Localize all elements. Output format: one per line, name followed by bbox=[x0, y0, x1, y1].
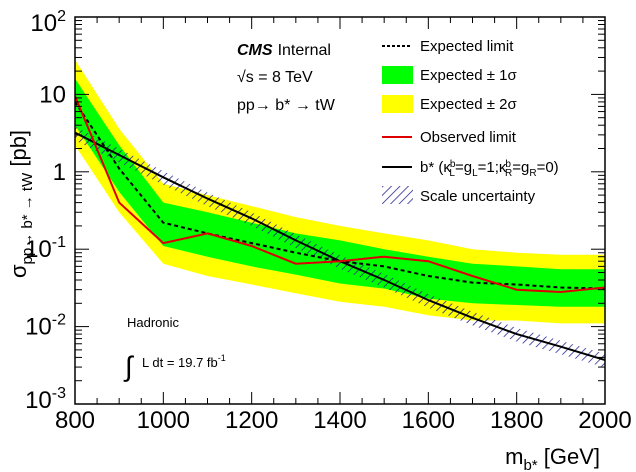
x-tick-label: 1400 bbox=[313, 407, 366, 434]
legend-2sigma-label: Expected ± 2σ bbox=[420, 96, 517, 113]
legend: Expected limit Expected ± 1σ Expected ± … bbox=[382, 38, 559, 205]
process-label: pp→ b* → tW bbox=[237, 97, 336, 114]
legend-2sigma-swatch bbox=[382, 95, 413, 113]
y-tick-label: 102 bbox=[30, 8, 66, 37]
observed-limit-line bbox=[75, 95, 605, 294]
x-tick-label: 1000 bbox=[137, 407, 190, 434]
x-tick-label: 1600 bbox=[402, 407, 455, 434]
axis-ticks bbox=[74, 16, 606, 405]
legend-scale-swatch bbox=[382, 186, 413, 204]
lumi-label: L dt = 19.7 fb-1 bbox=[142, 353, 226, 370]
y-tick-label: 10-2 bbox=[25, 312, 66, 341]
expected-1sigma-band bbox=[75, 78, 605, 307]
legend-1sigma-swatch bbox=[382, 66, 413, 84]
y-tick-label: 10-1 bbox=[25, 234, 66, 263]
x-tick-label: 1800 bbox=[490, 407, 543, 434]
sqrt-s-label: √s = 8 TeV bbox=[237, 69, 313, 86]
cms-label: CMS Internal bbox=[237, 42, 331, 59]
legend-bstar-label: b* (κb L=gL=1;κb R=gR=0) bbox=[420, 159, 559, 179]
y-tick-label: 10 bbox=[39, 81, 66, 108]
y-tick-label: 10-3 bbox=[25, 385, 66, 414]
x-tick-label: 2000 bbox=[578, 407, 631, 434]
axis-tick-labels: 800 1000 1200 1400 1600 1800 2000 10-3 10-2 10-1 1… bbox=[25, 8, 632, 434]
x-tick-label: 800 bbox=[55, 407, 95, 434]
hadronic-label: Hadronic bbox=[127, 315, 180, 330]
x-tick-label: 1200 bbox=[225, 407, 278, 434]
expected-2sigma-band bbox=[75, 59, 605, 324]
integral-sign: ∫ bbox=[123, 351, 135, 382]
legend-1sigma-label: Expected ± 1σ bbox=[420, 67, 517, 84]
y-axis-title: σpp→ b* → tW [pb] bbox=[6, 130, 36, 278]
legend-expected-label: Expected limit bbox=[420, 38, 514, 55]
x-axis-title: mb* [GeV] bbox=[505, 444, 600, 472]
legend-observed-label: Observed limit bbox=[420, 129, 517, 146]
legend-scale-label: Scale uncertainty bbox=[420, 188, 536, 205]
y-tick-label: 1 bbox=[53, 159, 66, 186]
